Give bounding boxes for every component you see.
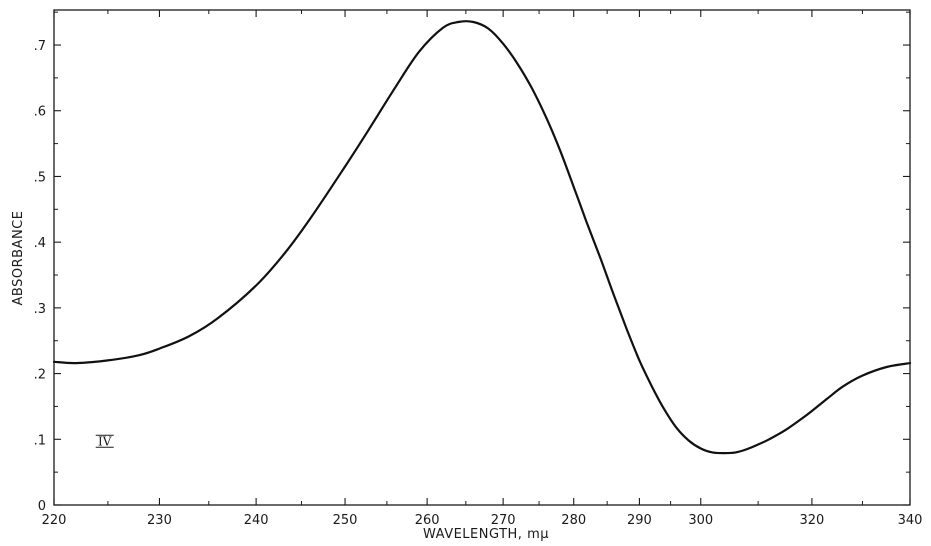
y-tick-label: .6 bbox=[34, 105, 46, 120]
plot-border bbox=[53, 9, 911, 506]
x-tick-label: 250 bbox=[333, 513, 358, 528]
absorbance-curve bbox=[52, 20, 912, 455]
x-tick-label: 260 bbox=[415, 513, 440, 528]
y-tick-label: .4 bbox=[34, 236, 46, 251]
y-axis-title: ABSORBANCE bbox=[11, 211, 26, 306]
x-tick-label: 270 bbox=[491, 513, 516, 528]
x-axis-title: WAVELENGTH, mμ bbox=[423, 527, 549, 542]
x-axis-ticks bbox=[53, 10, 911, 505]
curve-annotation: IV bbox=[95, 434, 114, 448]
y-tick-label: .2 bbox=[34, 368, 46, 383]
x-tick-label: 320 bbox=[800, 513, 825, 528]
x-tick-label: 340 bbox=[898, 513, 923, 528]
y-tick-label: .1 bbox=[34, 433, 46, 448]
curve-annotation-label: IV bbox=[98, 434, 112, 448]
y-tick-label: .5 bbox=[34, 170, 46, 185]
x-tick-label: 230 bbox=[147, 513, 172, 528]
y-tick-label: 0 bbox=[38, 499, 46, 514]
y-axis-ticks bbox=[54, 11, 910, 506]
x-tick-label: 240 bbox=[244, 513, 269, 528]
x-axis-tick-labels: 220 230 240 250 260 270 280 290 300 320 340 bbox=[42, 513, 923, 528]
x-tick-label: 220 bbox=[42, 513, 67, 528]
x-tick-label: 290 bbox=[627, 513, 652, 528]
y-tick-label: .7 bbox=[34, 39, 46, 54]
x-tick-label: 280 bbox=[561, 513, 586, 528]
y-tick-label: .3 bbox=[34, 302, 46, 317]
x-tick-label: 300 bbox=[688, 513, 713, 528]
y-axis-tick-labels: 0 .1 .2 .3 .4 .5 .6 .7 bbox=[34, 39, 46, 514]
plot-frame bbox=[53, 9, 911, 506]
